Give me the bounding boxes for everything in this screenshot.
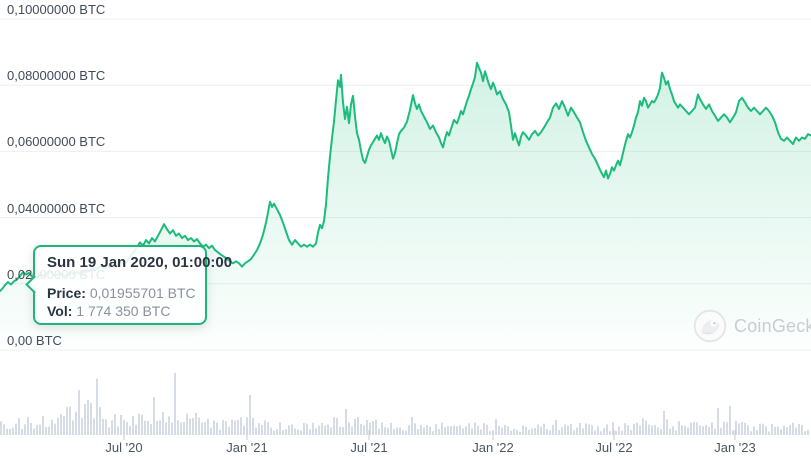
coingecko-watermark[interactable]: CoinGecko bbox=[693, 309, 811, 343]
coingecko-watermark-text: CoinGecko bbox=[734, 315, 811, 336]
volume-bars bbox=[0, 373, 809, 435]
tooltip-price-value: 0,01955701 BTC bbox=[89, 285, 196, 301]
tooltip-vol-value: 1 774 350 BTC bbox=[76, 303, 171, 319]
tooltip-date: Sun 19 Jan 2020, 01:00:00 bbox=[47, 254, 233, 271]
tooltip-price-row: Price: 0,01955701 BTC bbox=[47, 284, 196, 302]
chart-tooltip: Sun 19 Jan 2020, 01:00:00 Price: 0,01955… bbox=[25, 245, 233, 325]
tooltip-price-label: Price: bbox=[47, 285, 86, 301]
tooltip-vol-label: Vol: bbox=[47, 303, 73, 319]
price-line bbox=[0, 61, 811, 293]
coingecko-logo-icon bbox=[693, 309, 727, 343]
tooltip-vol-row: Vol: 1 774 350 BTC bbox=[47, 302, 193, 320]
